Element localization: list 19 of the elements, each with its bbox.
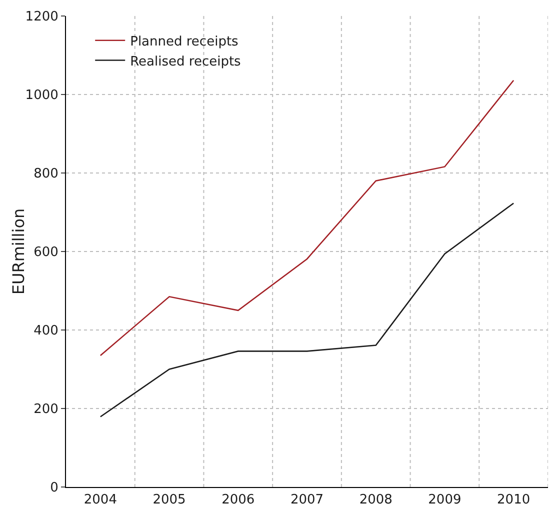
x-tick-label: 2007 bbox=[290, 492, 324, 508]
line-series bbox=[100, 80, 514, 356]
y-tick-label: 200 bbox=[34, 402, 58, 418]
y-tick-label: 400 bbox=[34, 324, 58, 339]
line-series bbox=[100, 202, 514, 418]
x-tick-label: 2010 bbox=[497, 492, 530, 508]
legend-label: Planned receipts bbox=[130, 34, 239, 50]
x-tick-label: 2004 bbox=[84, 492, 117, 508]
y-tick-label: 0 bbox=[50, 480, 58, 496]
y-tick-label: 1000 bbox=[25, 88, 58, 104]
y-tick-label: 1200 bbox=[25, 10, 58, 25]
y-tick-label: 600 bbox=[34, 245, 58, 260]
x-tick-label: 2008 bbox=[359, 492, 392, 508]
y-tick-label: 800 bbox=[34, 166, 58, 182]
x-tick-label: 2005 bbox=[152, 492, 186, 508]
legend-label: Realised receipts bbox=[130, 54, 242, 70]
x-tick-label: 2006 bbox=[222, 492, 255, 508]
y-axis-title: EURmillion bbox=[9, 208, 28, 295]
x-tick-label: 2009 bbox=[428, 492, 462, 508]
